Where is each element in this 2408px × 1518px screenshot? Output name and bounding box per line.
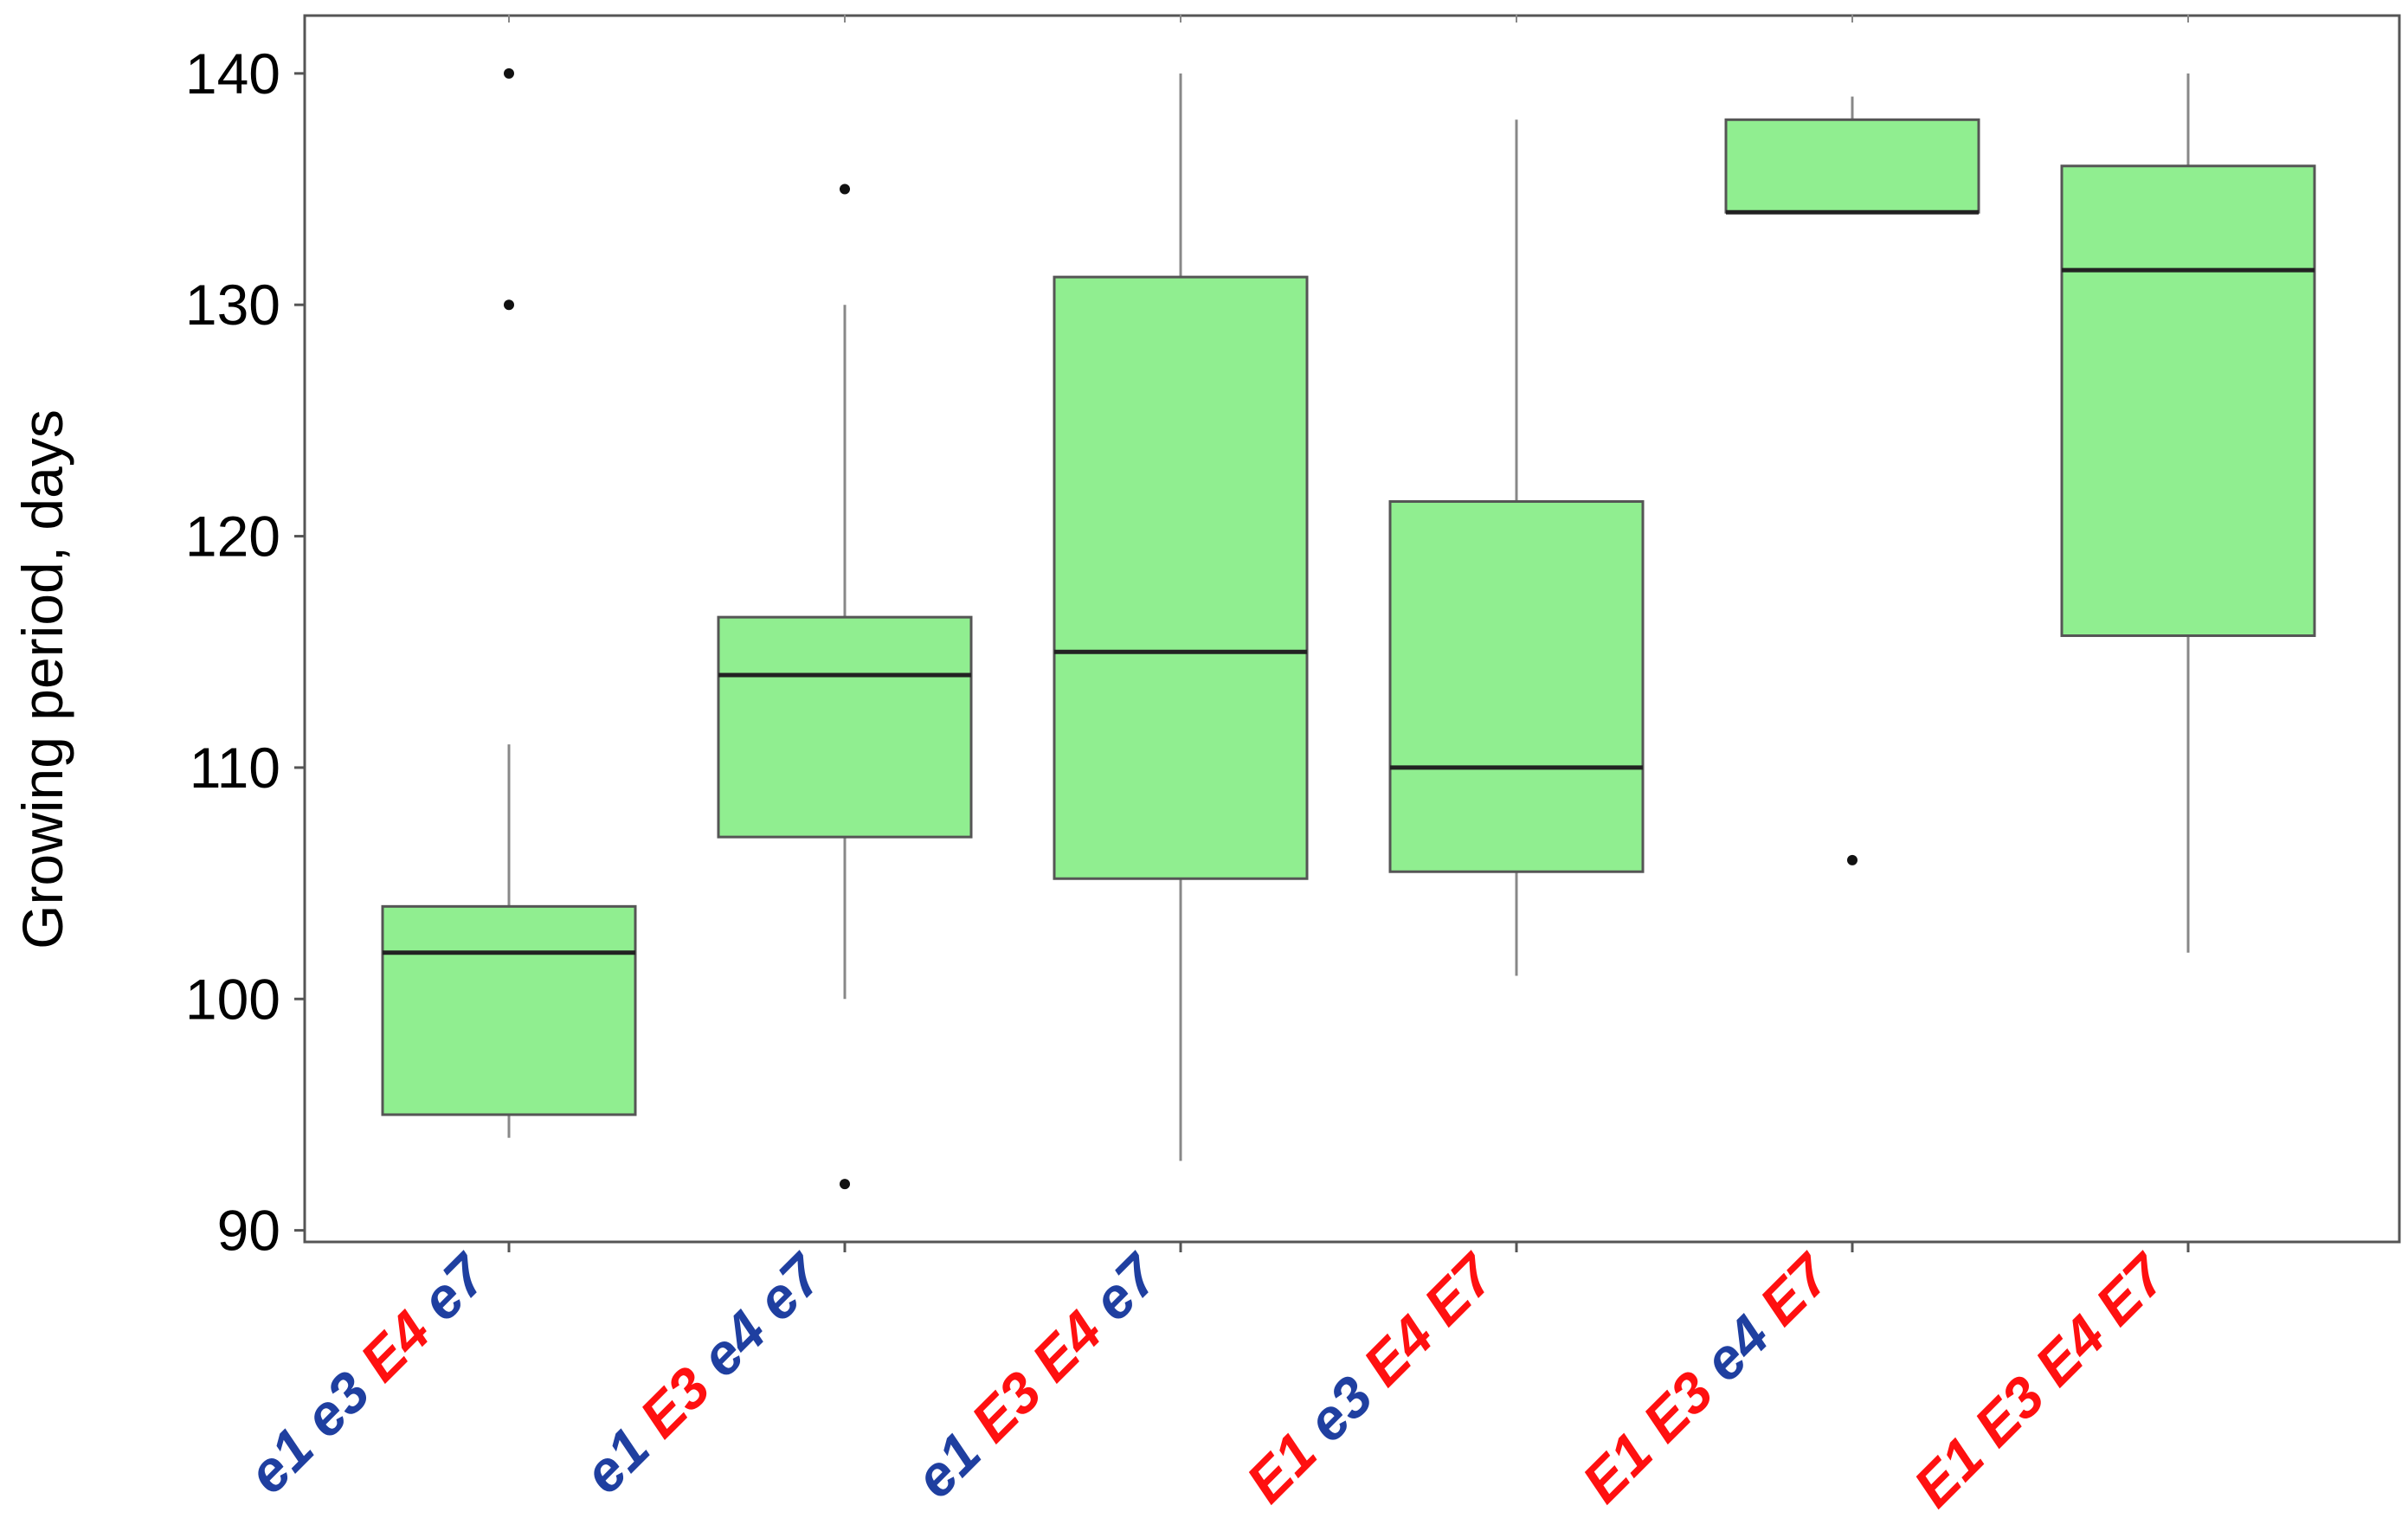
iqr-box [1053, 275, 1309, 880]
outlier-point [840, 183, 850, 195]
iqr-box [381, 904, 637, 1116]
y-tick-label: 90 [217, 1199, 280, 1263]
x-category-label: E1 E3 E4 E7 [1901, 1240, 2179, 1518]
outlier-point [504, 299, 514, 311]
box-group [1724, 96, 1980, 865]
x-category-label: E1 E3 e4 E7 [1569, 1240, 1844, 1515]
outlier-point [840, 1179, 850, 1190]
x-category-label: e1 E3 e4 e7 [571, 1240, 836, 1505]
y-tick-label: 130 [185, 273, 280, 337]
iqr-box [1388, 499, 1645, 873]
box-group [717, 183, 973, 1190]
y-axis: 90 100 110 120 130 140 [185, 42, 2190, 1263]
iqr-box [717, 615, 973, 839]
box-group [1053, 73, 1309, 1161]
iqr-box [1724, 118, 1980, 214]
box-group [2060, 73, 2316, 953]
iqr-box [2060, 164, 2316, 638]
box-group [381, 68, 637, 1138]
y-tick-label: 120 [185, 505, 280, 569]
x-category-label: e1 E3 E4 e7 [903, 1240, 1173, 1510]
plot-frame [303, 14, 2401, 1244]
plot-area [303, 14, 2401, 1244]
y-tick-label: 100 [185, 967, 280, 1031]
y-tick-label: 140 [185, 42, 280, 106]
box-group [1388, 119, 1645, 976]
x-category-label: E1 e3 E4 E7 [1233, 1240, 1508, 1515]
outlier-point [504, 68, 514, 79]
x-category-label: e1 e3 E4 e7 [235, 1240, 500, 1505]
y-tick-label: 110 [190, 736, 280, 800]
y-axis-label: Growing period, days [10, 409, 74, 949]
outlier-point [1847, 854, 1858, 865]
